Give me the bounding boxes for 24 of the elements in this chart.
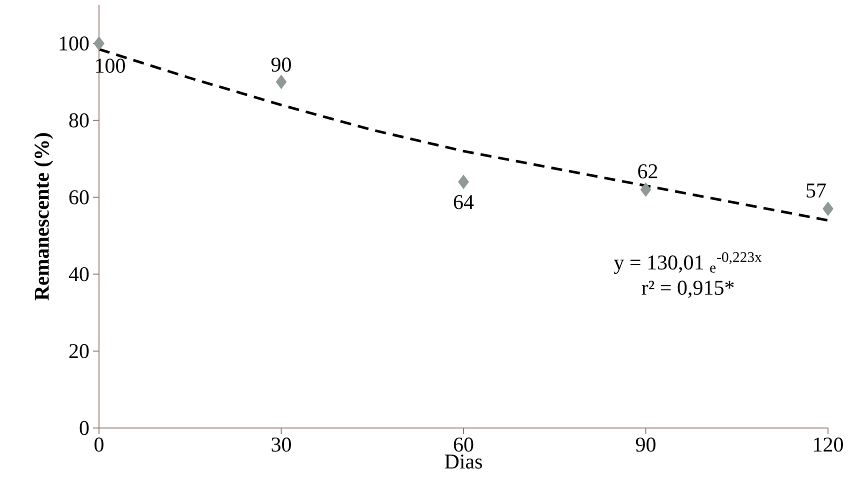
point <box>94 36 104 51</box>
point <box>640 182 652 197</box>
y-tick-label: 40 <box>68 267 89 282</box>
data-label: 62 <box>638 164 658 178</box>
point <box>458 174 469 190</box>
y-tick-label: 20 <box>69 344 89 358</box>
y-axis-title: Remanescente (%) <box>34 133 54 300</box>
x-tick-label: 0 <box>94 438 104 452</box>
point <box>822 202 834 216</box>
data-label: 90 <box>271 58 291 72</box>
y-tick-label: 60 <box>69 190 89 204</box>
x-tick-label: 30 <box>272 438 291 452</box>
annotation: y = 130,01 $_{e}$-0,223x <box>614 252 762 274</box>
y-tick-label: 0 <box>80 420 89 436</box>
point <box>276 74 287 90</box>
data-label: 64 <box>454 195 474 210</box>
y-tick-label: 80 <box>69 113 89 128</box>
x-axis-title: Dias <box>444 454 482 469</box>
x-tick-label: 90 <box>636 438 656 452</box>
annotation: r² = 0,915* <box>642 280 734 298</box>
x-tick-label: 60 <box>454 438 474 452</box>
y-tick-label: 100 <box>60 36 89 51</box>
data-label: 57 <box>806 184 826 198</box>
x-tick-label: 120 <box>814 438 843 452</box>
